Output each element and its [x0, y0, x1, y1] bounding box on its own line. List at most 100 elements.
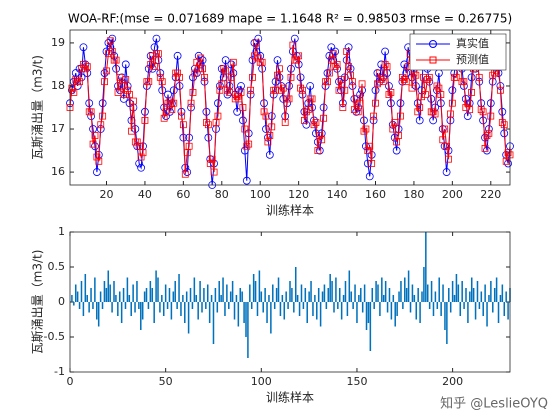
bar [80, 281, 83, 302]
marker [178, 112, 185, 120]
marker [218, 80, 226, 88]
marker [121, 60, 130, 69]
marker [395, 132, 402, 139]
bar [381, 277, 383, 302]
marker [443, 142, 450, 150]
bar [291, 288, 293, 302]
bar [367, 302, 370, 323]
bar [444, 302, 446, 330]
marker [224, 86, 231, 94]
marker [156, 73, 164, 81]
marker [112, 56, 120, 64]
marker [487, 112, 495, 120]
marker [93, 153, 101, 161]
bar [239, 288, 242, 302]
marker [179, 121, 187, 129]
bar [99, 291, 102, 302]
marker [214, 112, 222, 120]
marker [91, 142, 99, 151]
marker [223, 90, 232, 99]
series-line [69, 40, 511, 175]
marker [158, 78, 166, 86]
bar [354, 284, 356, 302]
y-tick-label: 18 [51, 79, 65, 92]
bar [415, 302, 418, 320]
bar [84, 274, 87, 302]
marker [483, 132, 491, 139]
x-tick-label: 140 [327, 188, 348, 201]
bar [78, 302, 81, 309]
bar [461, 281, 463, 302]
marker [274, 71, 281, 79]
marker [437, 91, 445, 98]
marker [423, 76, 431, 83]
x-tick-label: 150 [346, 375, 367, 388]
bar [432, 302, 435, 316]
marker [422, 91, 429, 98]
bar [220, 295, 222, 302]
marker [130, 97, 137, 105]
bar [312, 302, 314, 316]
marker [216, 86, 224, 94]
bar [195, 295, 198, 302]
marker [365, 172, 374, 181]
marker [137, 153, 145, 161]
marker [435, 84, 443, 92]
marker [210, 168, 218, 176]
marker [145, 78, 153, 86]
bar [74, 284, 77, 302]
legend-label: 预测值 [456, 53, 489, 66]
marker [77, 73, 86, 82]
bar [306, 302, 308, 323]
marker [151, 63, 158, 70]
bar [331, 281, 333, 302]
bar [493, 288, 496, 302]
bar [405, 288, 408, 302]
marker [381, 61, 389, 68]
bar [296, 295, 299, 302]
bar [252, 274, 255, 302]
marker [385, 91, 393, 98]
bar [503, 302, 506, 316]
bar [497, 302, 500, 323]
marker [169, 86, 178, 95]
marker [285, 82, 293, 90]
marker [400, 76, 408, 83]
legend-marker [429, 56, 437, 64]
marker [308, 95, 316, 103]
marker [431, 110, 439, 118]
bar [365, 302, 368, 330]
bar [390, 302, 393, 320]
y-tick-label: 0.5 [48, 260, 66, 273]
marker [118, 82, 126, 90]
bar [338, 288, 341, 302]
bar [436, 302, 439, 309]
marker [203, 119, 210, 126]
marker [89, 140, 97, 148]
bar [212, 302, 215, 344]
marker [460, 78, 468, 86]
axes-box [69, 29, 511, 186]
marker [375, 69, 383, 77]
marker [345, 63, 353, 70]
marker [83, 63, 91, 70]
marker [447, 110, 454, 118]
marker [147, 61, 155, 68]
bar [97, 302, 100, 327]
bar [425, 232, 427, 302]
marker [183, 168, 192, 176]
x-tick-label: 80 [215, 188, 229, 201]
marker [293, 56, 301, 64]
marker [277, 86, 285, 94]
bar [228, 302, 230, 309]
marker [387, 89, 395, 96]
bar [101, 302, 104, 309]
marker [285, 95, 293, 103]
bar [262, 302, 264, 313]
marker [245, 140, 253, 148]
bar [421, 291, 423, 302]
bar [434, 291, 437, 302]
marker [251, 52, 258, 60]
marker [166, 97, 174, 105]
bar [124, 302, 127, 309]
